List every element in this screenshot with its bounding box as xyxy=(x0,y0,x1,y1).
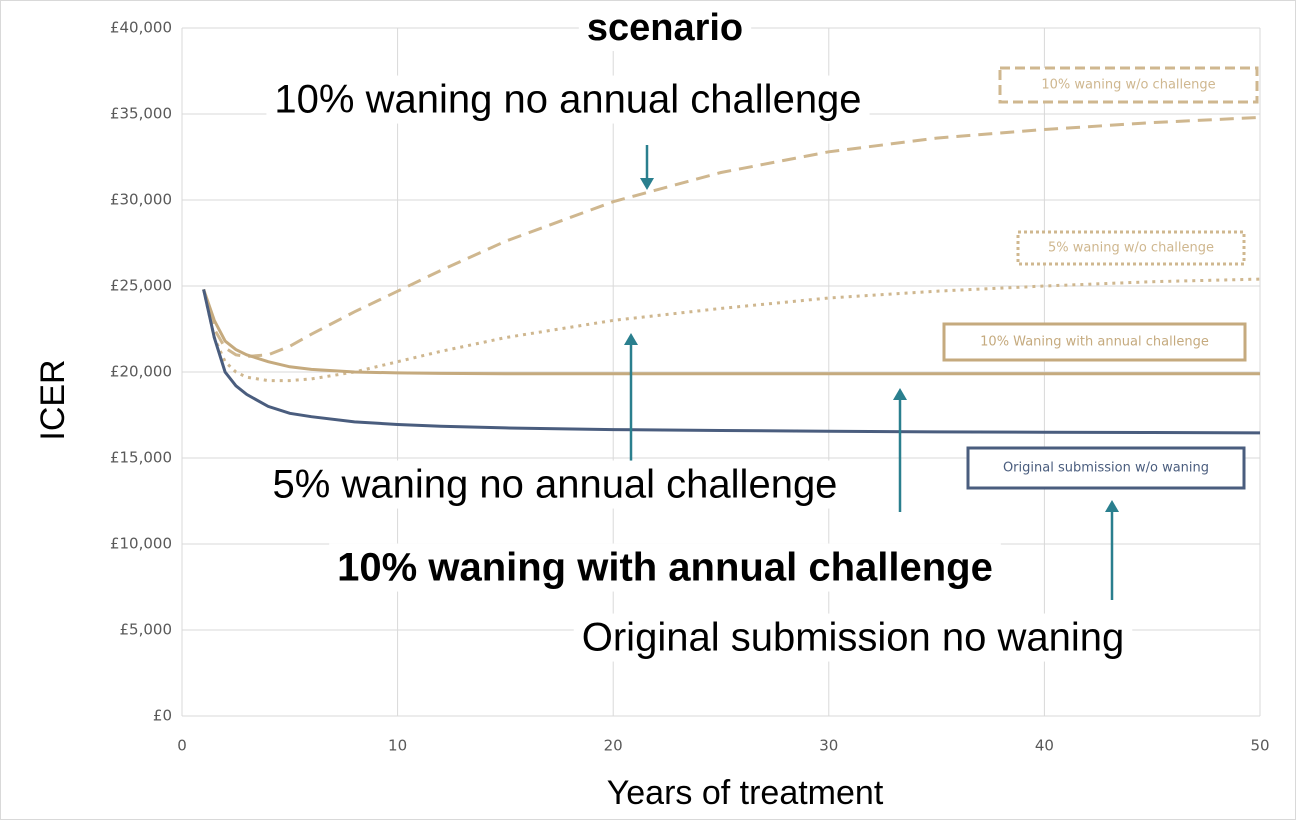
y-tick-label: £25,000 xyxy=(110,277,172,295)
grid: £0 £5,000 £10,000 £15,000 £20,000 £25,000 £30,… xyxy=(34,19,1270,812)
legend-label: 5% waning w/o challenge xyxy=(1048,241,1214,256)
annotation-bg xyxy=(264,460,846,509)
y-tick-label: £30,000 xyxy=(110,191,172,209)
legend-box xyxy=(998,66,1259,104)
y-tick-label: £40,000 xyxy=(110,19,172,37)
y-tick-label: £0 xyxy=(153,707,172,725)
arrow-head xyxy=(893,388,907,400)
x-tick-label: 50 xyxy=(1250,737,1269,755)
annotation-bg xyxy=(573,613,1133,662)
y-tick-label: £20,000 xyxy=(110,363,172,381)
x-tick-label: 30 xyxy=(819,737,838,755)
x-axis-title: Years of treatment xyxy=(607,774,884,812)
y-tick-label: £10,000 xyxy=(110,535,172,553)
annotation-bg xyxy=(329,543,1001,592)
lines xyxy=(202,115,1261,435)
annotation: 5% waning no annual challenge xyxy=(273,463,838,507)
x-tick-label: 0 xyxy=(177,737,187,755)
y-axis-title: ICER xyxy=(34,359,72,440)
series-line xyxy=(202,288,1260,376)
arrow-head xyxy=(1105,500,1119,512)
legend-box xyxy=(966,446,1246,490)
x-tick-label: 20 xyxy=(604,737,623,755)
chart-title: scenario xyxy=(587,7,743,49)
arrow-head xyxy=(640,178,654,190)
series-line xyxy=(202,277,1261,383)
legend-label: 10% waning w/o challenge xyxy=(1041,78,1215,93)
legend-label: 10% Waning with annual challenge xyxy=(980,335,1209,350)
series-line xyxy=(202,115,1261,359)
y-tick-label: £35,000 xyxy=(110,105,172,123)
overlay: 10% waning w/o challenge 5% waning w/o ch… xyxy=(264,5,1259,662)
series-line xyxy=(202,289,1261,435)
annotation: 10% waning with annual challenge xyxy=(337,546,993,590)
legend-box xyxy=(1016,230,1246,266)
arrow-head xyxy=(624,333,638,345)
annotation: 10% waning no annual challenge xyxy=(274,78,861,122)
y-tick-label: £15,000 xyxy=(110,449,172,467)
y-tick-label: £5,000 xyxy=(120,621,173,639)
annotation: Original submission no waning xyxy=(582,616,1125,660)
annotation-bg xyxy=(266,75,870,124)
chart-title-bg xyxy=(578,5,752,52)
legend-box xyxy=(942,322,1247,362)
x-tick-label: 10 xyxy=(388,737,407,755)
x-tick-label: 40 xyxy=(1035,737,1054,755)
legend-label: Original submission w/o waning xyxy=(1003,461,1209,476)
